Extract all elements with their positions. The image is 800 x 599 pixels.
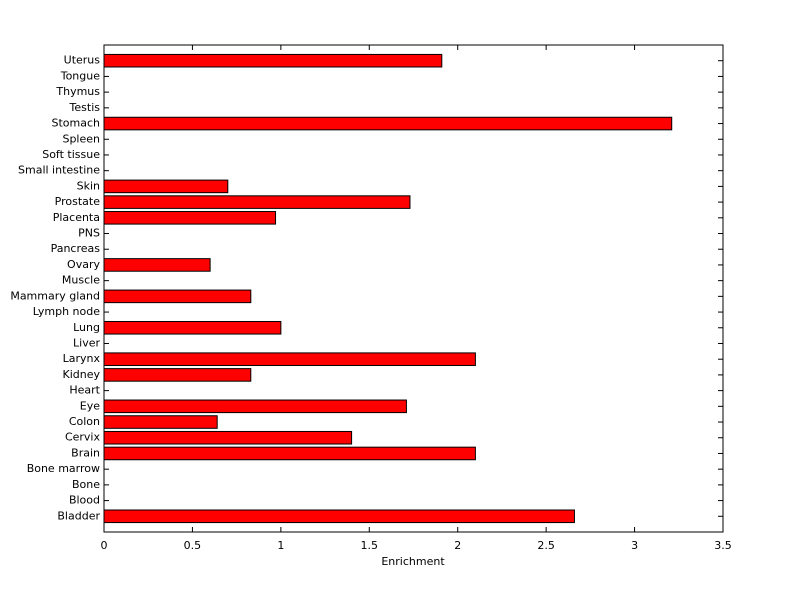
y-tick-label: Stomach: [51, 117, 100, 130]
y-tick-label: Tongue: [60, 69, 101, 82]
y-tick-label: Lung: [73, 321, 100, 334]
y-tick-label: Brain: [71, 446, 100, 459]
bar: [103, 211, 277, 225]
y-tick-label: Cervix: [65, 431, 101, 444]
plot-frame: [103, 44, 724, 533]
y-tick-label: Eye: [80, 399, 100, 412]
x-tick-label: 1: [277, 539, 284, 552]
x-axis-label: Enrichment: [381, 555, 445, 568]
y-tick-label: Spleen: [62, 132, 100, 145]
bar: [103, 368, 252, 382]
bar: [103, 399, 407, 414]
bar: [103, 258, 211, 272]
y-tick-label: Placenta: [53, 211, 100, 224]
y-tick-label: Bone marrow: [27, 462, 100, 475]
x-tick-label: 0: [101, 539, 108, 552]
bar: [103, 320, 282, 335]
bar: [103, 430, 353, 445]
bar: [103, 116, 673, 131]
y-tick-label: Blood: [69, 494, 100, 507]
y-tick-label: Uterus: [64, 54, 101, 67]
y-tick-label: Liver: [73, 336, 100, 349]
y-tick-label: Skin: [77, 179, 100, 192]
y-tick-label: Soft tissue: [42, 148, 100, 161]
x-tick-label: 3: [631, 539, 638, 552]
bar: [103, 53, 443, 68]
y-tick-label: Larynx: [63, 352, 101, 365]
x-tick-label: 2: [454, 539, 461, 552]
x-tick-label: 1.5: [361, 539, 379, 552]
bar: [103, 446, 476, 461]
x-tick-label: 3.5: [714, 539, 732, 552]
y-tick-label: Heart: [69, 384, 100, 397]
x-tick-label: 0.5: [184, 539, 202, 552]
y-tick-label: PNS: [78, 227, 100, 240]
y-tick-label: Bladder: [57, 509, 100, 522]
y-tick-label: Prostate: [55, 195, 101, 208]
bar: [103, 289, 252, 304]
y-tick-label: Small intestine: [18, 164, 100, 177]
bar: [103, 509, 575, 524]
y-tick-label: Testis: [69, 101, 101, 114]
bar: [103, 195, 411, 209]
y-tick-label: Lymph node: [33, 305, 100, 318]
y-tick-label: Bone: [72, 478, 100, 491]
y-tick-label: Thymus: [55, 85, 100, 98]
y-tick-label: Mammary gland: [10, 289, 100, 302]
y-tick-label: Colon: [69, 415, 100, 428]
bar: [103, 352, 476, 366]
y-tick-label: Muscle: [62, 274, 100, 287]
y-tick-label: Kidney: [62, 368, 100, 381]
bar: [103, 179, 229, 194]
bar: [103, 415, 218, 429]
y-tick-label: Pancreas: [51, 242, 101, 255]
x-tick-label: 2.5: [537, 539, 555, 552]
y-tick-label: Ovary: [67, 258, 100, 271]
